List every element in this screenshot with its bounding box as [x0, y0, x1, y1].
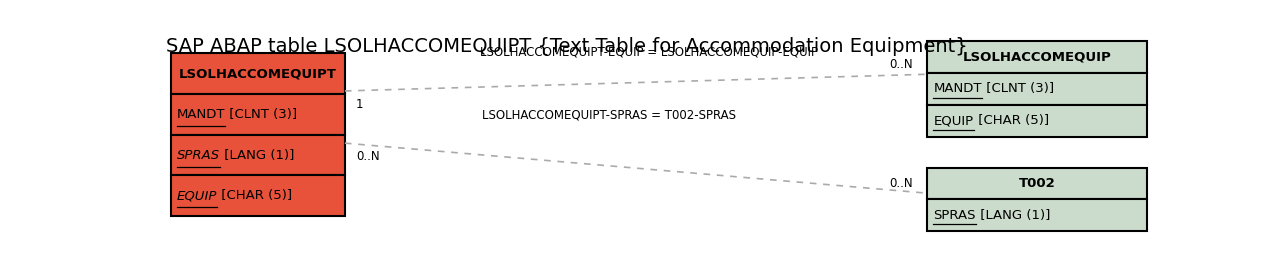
Text: SPRAS: SPRAS [933, 209, 975, 222]
Text: [CLNT (3)]: [CLNT (3)] [982, 82, 1054, 95]
Text: [LANG (1)]: [LANG (1)] [975, 209, 1050, 222]
Bar [928, 73, 1146, 105]
Text: [LANG (1)]: [LANG (1)] [220, 149, 294, 162]
Text: [CLNT (3)]: [CLNT (3)] [225, 108, 297, 121]
Text: 0..N: 0..N [889, 58, 912, 71]
Bar [928, 41, 1146, 73]
Text: [CHAR (5)]: [CHAR (5)] [217, 189, 292, 202]
Text: LSOLHACCOMEQUIPT: LSOLHACCOMEQUIPT [179, 67, 337, 80]
Text: 0..N: 0..N [889, 177, 912, 190]
Text: EQUIP: EQUIP [176, 189, 217, 202]
Text: 0..N: 0..N [356, 150, 379, 163]
Bar [928, 105, 1146, 137]
Text: MANDT: MANDT [176, 108, 225, 121]
Bar [171, 175, 344, 216]
Text: SAP ABAP table LSOLHACCOMEQUIPT {Text Table for Accommodation Equipment}: SAP ABAP table LSOLHACCOMEQUIPT {Text Ta… [166, 37, 968, 56]
Text: SPRAS: SPRAS [176, 149, 220, 162]
Text: 1: 1 [356, 98, 364, 111]
Text: LSOLHACCOMEQUIPT-SPRAS = T002-SPRAS: LSOLHACCOMEQUIPT-SPRAS = T002-SPRAS [482, 108, 736, 121]
Bar [171, 135, 344, 175]
Bar [928, 199, 1146, 231]
Bar [928, 168, 1146, 199]
Bar [171, 94, 344, 135]
Text: LSOLHACCOMEQUIPT-EQUIP = LSOLHACCOMEQUIP-EQUIP: LSOLHACCOMEQUIPT-EQUIP = LSOLHACCOMEQUIP… [479, 46, 817, 59]
Bar [171, 53, 344, 94]
Text: MANDT: MANDT [933, 82, 982, 95]
Text: [CHAR (5)]: [CHAR (5)] [974, 114, 1049, 127]
Text: T002: T002 [1019, 177, 1055, 190]
Text: EQUIP: EQUIP [933, 114, 974, 127]
Text: LSOLHACCOMEQUIP: LSOLHACCOMEQUIP [962, 50, 1112, 63]
